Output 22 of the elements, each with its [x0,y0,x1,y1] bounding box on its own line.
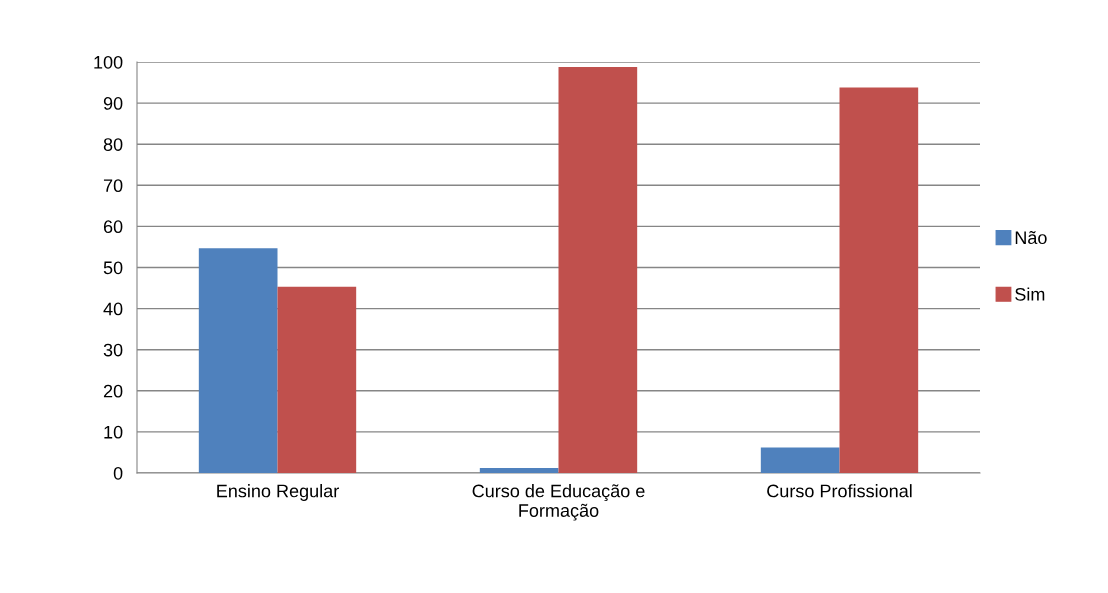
y-tick-label: 100 [94,55,123,69]
y-tick-label: 30 [103,343,123,357]
y-tick-label: 80 [103,138,123,151]
x-tick-label: Curso Profissional [767,484,912,498]
bar [479,468,559,473]
y-tick-label: 40 [103,302,123,316]
bar [198,248,278,473]
x-tick-label: Ensino Regular [217,484,339,501]
legend-label: Sim [1015,287,1045,301]
y-tick-label: 20 [103,384,123,398]
legend-label: Não [1015,230,1047,245]
bar [839,87,919,473]
y-tick-label: 90 [103,97,123,110]
bar [558,66,638,473]
y-tick-label: 50 [103,261,123,275]
bar [760,447,840,473]
y-tick-label: 0 [113,466,123,480]
y-tick-label: 60 [103,220,123,234]
x-tick-label: Curso de Educação e Formação [472,484,645,521]
y-tick-label: 10 [104,425,123,439]
bar [277,286,357,473]
y-tick-label: 70 [103,179,123,193]
